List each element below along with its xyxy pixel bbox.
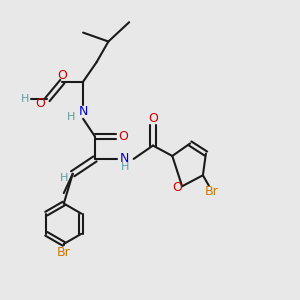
Text: H: H: [60, 173, 69, 183]
Text: H: H: [20, 94, 29, 104]
Text: O: O: [118, 130, 128, 143]
Text: H: H: [67, 112, 75, 122]
Text: O: O: [172, 181, 182, 194]
Text: H: H: [121, 162, 129, 172]
Text: N: N: [120, 152, 129, 165]
Text: Br: Br: [205, 185, 219, 198]
Text: N: N: [78, 106, 88, 118]
Text: O: O: [57, 69, 67, 82]
Text: O: O: [148, 112, 158, 125]
Text: Br: Br: [57, 246, 71, 259]
Text: O: O: [35, 97, 45, 110]
